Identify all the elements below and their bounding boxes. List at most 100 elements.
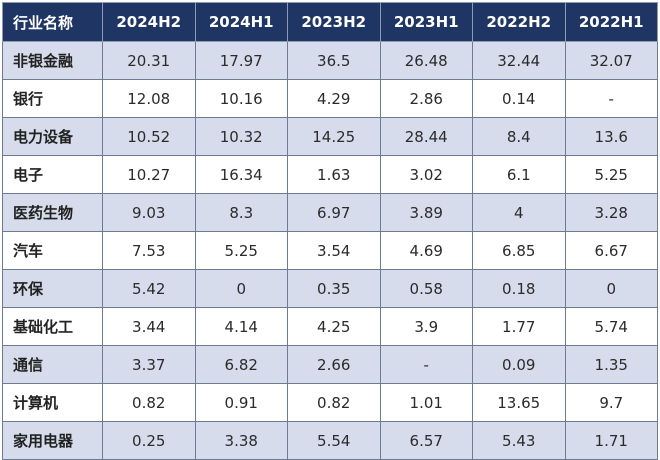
value-cell: 1.63 <box>287 155 381 194</box>
value-cell: 10.16 <box>194 79 288 118</box>
column-header-2022h1: 2022H1 <box>564 2 658 42</box>
value-cell: 4.25 <box>287 307 381 346</box>
value-cell: 0.14 <box>472 79 566 118</box>
value-cell: 5.42 <box>102 269 196 308</box>
value-cell: - <box>379 345 473 384</box>
value-cell: 3.44 <box>102 307 196 346</box>
value-cell: 4.14 <box>194 307 288 346</box>
value-cell: 0.82 <box>287 383 381 422</box>
value-cell: 5.25 <box>564 155 658 194</box>
table-row: 医药生物 9.03 8.3 6.97 3.89 4 3.28 <box>2 193 658 232</box>
industry-name-cell: 通信 <box>2 345 103 384</box>
value-cell: 13.65 <box>472 383 566 422</box>
value-cell: 0.82 <box>102 383 196 422</box>
value-cell: 17.97 <box>194 41 288 80</box>
column-header-2023h1: 2023H1 <box>379 2 473 42</box>
value-cell: 1.71 <box>564 421 658 460</box>
industry-name-cell: 医药生物 <box>2 193 103 232</box>
value-cell: 10.32 <box>194 117 288 156</box>
value-cell: 0.09 <box>472 345 566 384</box>
value-cell: 3.54 <box>287 231 381 270</box>
value-cell: 6.67 <box>564 231 658 270</box>
table-row: 基础化工 3.44 4.14 4.25 3.9 1.77 5.74 <box>2 307 658 346</box>
value-cell: 6.82 <box>194 345 288 384</box>
value-cell: 8.4 <box>472 117 566 156</box>
table-row: 非银金融 20.31 17.97 36.5 26.48 32.44 32.07 <box>2 41 658 80</box>
value-cell: 0 <box>194 269 288 308</box>
value-cell: 3.37 <box>102 345 196 384</box>
value-cell: 9.03 <box>102 193 196 232</box>
value-cell: 6.1 <box>472 155 566 194</box>
value-cell: 5.54 <box>287 421 381 460</box>
value-cell: 10.27 <box>102 155 196 194</box>
value-cell: 1.01 <box>379 383 473 422</box>
value-cell: 28.44 <box>379 117 473 156</box>
table-row: 汽车 7.53 5.25 3.54 4.69 6.85 6.67 <box>2 231 658 270</box>
value-cell: 0.91 <box>194 383 288 422</box>
value-cell: 16.34 <box>194 155 288 194</box>
value-cell: 8.3 <box>194 193 288 232</box>
value-cell: 3.02 <box>379 155 473 194</box>
value-cell: 6.57 <box>379 421 473 460</box>
value-cell: 2.86 <box>379 79 473 118</box>
value-cell: 3.9 <box>379 307 473 346</box>
value-cell: - <box>564 79 658 118</box>
value-cell: 0.35 <box>287 269 381 308</box>
industry-name-cell: 计算机 <box>2 383 103 422</box>
value-cell: 6.85 <box>472 231 566 270</box>
value-cell: 0.18 <box>472 269 566 308</box>
industry-name-cell: 家用电器 <box>2 421 103 460</box>
value-cell: 0.25 <box>102 421 196 460</box>
table-row: 计算机 0.82 0.91 0.82 1.01 13.65 9.7 <box>2 383 658 422</box>
table-row: 环保 5.42 0 0.35 0.58 0.18 0 <box>2 269 658 308</box>
table-header: 行业名称 2024H2 2024H1 2023H2 2023H1 2022H2 … <box>2 2 658 42</box>
value-cell: 0.58 <box>379 269 473 308</box>
value-cell: 20.31 <box>102 41 196 80</box>
value-cell: 26.48 <box>379 41 473 80</box>
value-cell: 6.97 <box>287 193 381 232</box>
value-cell: 32.44 <box>472 41 566 80</box>
value-cell: 13.6 <box>564 117 658 156</box>
column-header-industry: 行业名称 <box>2 2 103 42</box>
value-cell: 3.38 <box>194 421 288 460</box>
value-cell: 10.52 <box>102 117 196 156</box>
column-header-2024h1: 2024H1 <box>194 2 288 42</box>
header-row: 行业名称 2024H2 2024H1 2023H2 2023H1 2022H2 … <box>2 2 658 42</box>
value-cell: 7.53 <box>102 231 196 270</box>
table-row: 通信 3.37 6.82 2.66-0.09 1.35 <box>2 345 658 384</box>
table-row: 电力设备 10.52 10.32 14.25 28.44 8.4 13.6 <box>2 117 658 156</box>
value-cell: 4.69 <box>379 231 473 270</box>
column-header-2023h2: 2023H2 <box>287 2 381 42</box>
value-cell: 0 <box>564 269 658 308</box>
industry-name-cell: 基础化工 <box>2 307 103 346</box>
value-cell: 12.08 <box>102 79 196 118</box>
value-cell: 14.25 <box>287 117 381 156</box>
value-cell: 4 <box>472 193 566 232</box>
value-cell: 5.74 <box>564 307 658 346</box>
value-cell: 32.07 <box>564 41 658 80</box>
value-cell: 9.7 <box>564 383 658 422</box>
value-cell: 5.25 <box>194 231 288 270</box>
column-header-2022h2: 2022H2 <box>472 2 566 42</box>
table-row: 银行 12.08 10.16 4.29 2.86 0.14- <box>2 79 658 118</box>
industry-name-cell: 电子 <box>2 155 103 194</box>
industry-name-cell: 非银金融 <box>2 41 103 80</box>
value-cell: 4.29 <box>287 79 381 118</box>
table-row: 电子 10.27 16.34 1.63 3.02 6.1 5.25 <box>2 155 658 194</box>
value-cell: 2.66 <box>287 345 381 384</box>
value-cell: 1.77 <box>472 307 566 346</box>
table-body: 非银金融 20.31 17.97 36.5 26.48 32.44 32.07 银行 12.08… <box>2 41 658 460</box>
value-cell: 3.89 <box>379 193 473 232</box>
industry-name-cell: 银行 <box>2 79 103 118</box>
value-cell: 36.5 <box>287 41 381 80</box>
table-row: 家用电器 0.25 3.38 5.54 6.57 5.43 1.71 <box>2 421 658 460</box>
industry-name-cell: 电力设备 <box>2 117 103 156</box>
industry-name-cell: 汽车 <box>2 231 103 270</box>
value-cell: 5.43 <box>472 421 566 460</box>
value-cell: 1.35 <box>564 345 658 384</box>
value-cell: 3.28 <box>564 193 658 232</box>
column-header-2024h2: 2024H2 <box>102 2 196 42</box>
industry-name-cell: 环保 <box>2 269 103 308</box>
